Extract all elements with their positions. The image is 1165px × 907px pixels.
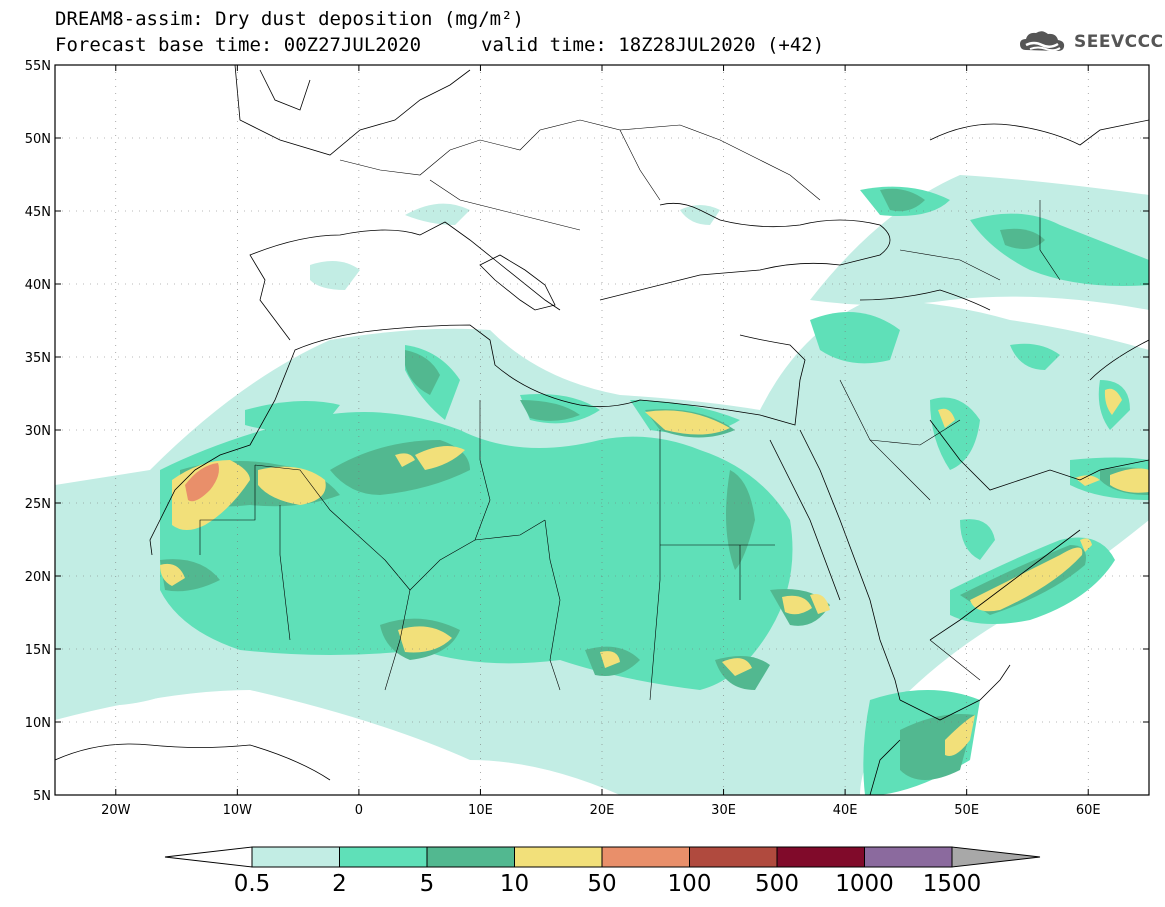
colorbar-segment [689, 846, 778, 868]
colorbar-level-label: 500 [755, 871, 799, 897]
seevccc-logo: SEEVCCC [1018, 28, 1164, 56]
valid-time-label: valid time: 18Z28JUL2020 (+42) [481, 34, 825, 56]
colorbar-segment [514, 846, 603, 868]
lon-tick-label: 20E [590, 803, 615, 818]
lon-tick-label: 0 [355, 803, 363, 818]
colorbar-level-label: 5 [420, 871, 435, 897]
logo-text: SEEVCCC [1074, 32, 1164, 52]
base-time-label: Forecast base time: 00Z27JUL2020 [55, 34, 422, 56]
lon-tick-label: 30E [711, 803, 736, 818]
lat-tick-label: 35N [25, 351, 51, 366]
dust-field [55, 175, 1149, 795]
colorbar-level-label: 1000 [835, 871, 894, 897]
lat-tick-label: 50N [25, 132, 51, 147]
colorbar-level-label: 50 [587, 871, 616, 897]
lat-tick-label: 20N [25, 570, 51, 585]
lon-tick-label: 40E [833, 803, 858, 818]
lon-tick-label: 20W [101, 803, 131, 818]
colorbar-level-label: 1500 [923, 871, 982, 897]
colorbar-segment [426, 846, 515, 868]
colorbar-segment [251, 846, 340, 868]
axis-ticks: 55N 50N 45N 40N 35N 30N 25N 20N 15N 10N 5N 20W 10W 0 1… [25, 59, 1149, 818]
lon-tick-label: 50E [954, 803, 979, 818]
country-borders [199, 119, 1061, 701]
lat-tick-label: 5N [33, 789, 51, 804]
lat-tick-label: 55N [25, 59, 51, 74]
lat-tick-label: 15N [25, 643, 51, 658]
colorbar-under-arrow [164, 846, 253, 868]
lat-lon-grid [55, 65, 1149, 795]
lat-tick-label: 40N [25, 278, 51, 293]
colorbar-segment [339, 846, 428, 868]
lon-tick-label: 60E [1076, 803, 1101, 818]
colorbar-level-label: 0.5 [234, 871, 271, 897]
colorbar-segment [601, 846, 690, 868]
colorbar-level-label: 100 [668, 871, 712, 897]
colorbar-over-arrow [951, 846, 1041, 868]
map-title: DREAM8-assim: Dry dust deposition (mg/m²… [55, 8, 524, 30]
lon-tick-label: 10W [223, 803, 253, 818]
colorbar-segment [864, 846, 953, 868]
cloud-icon [1020, 31, 1065, 52]
colorbar: 0.5 2 5 10 50 100 500 1000 1500 [164, 846, 1041, 897]
lat-tick-label: 25N [25, 497, 51, 512]
lon-tick-label: 10E [468, 803, 493, 818]
colorbar-level-label: 2 [332, 871, 347, 897]
lat-tick-label: 30N [25, 424, 51, 439]
lat-tick-label: 10N [25, 716, 51, 731]
dust-level-50 [185, 463, 219, 502]
colorbar-segment [776, 846, 865, 868]
colorbar-level-label: 10 [500, 871, 529, 897]
coastlines [55, 65, 1149, 795]
lat-tick-label: 45N [25, 205, 51, 220]
map-subtitle: Forecast base time: 00Z27JUL2020 valid ti… [55, 34, 824, 56]
